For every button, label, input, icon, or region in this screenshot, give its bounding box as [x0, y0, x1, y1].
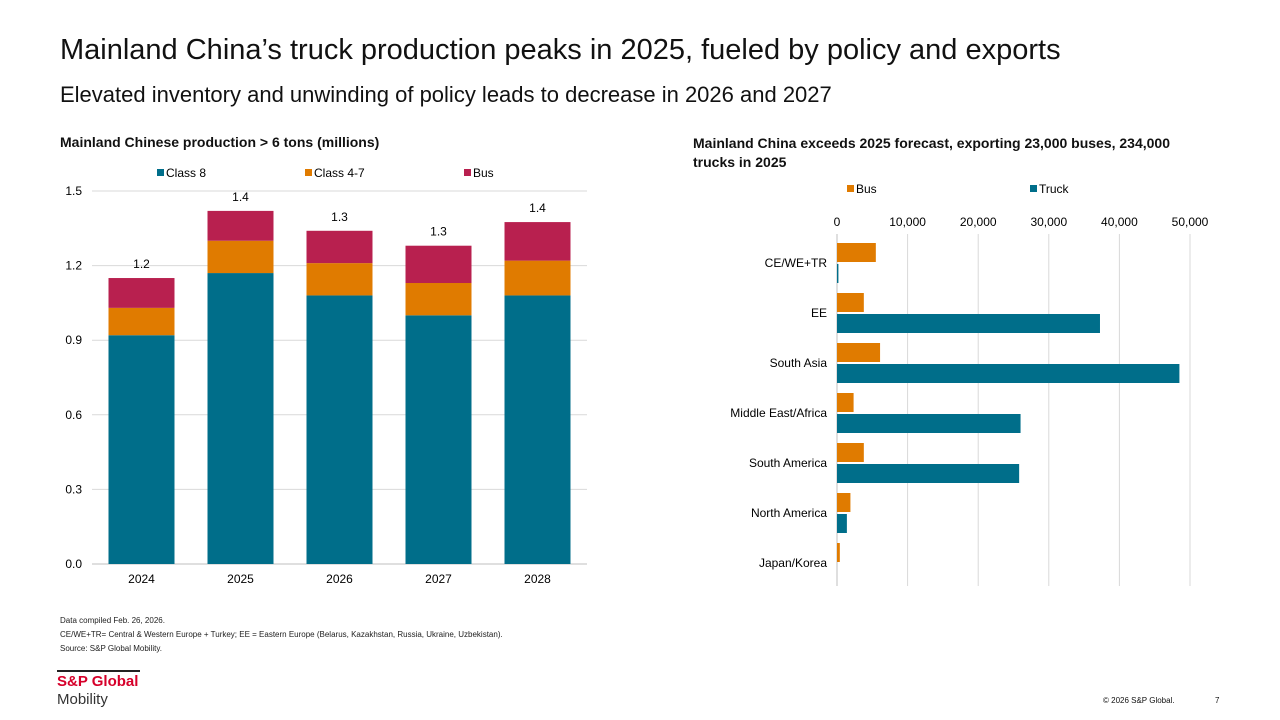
- category-label: Middle East/Africa: [730, 406, 827, 420]
- category-label: South Asia: [770, 356, 828, 370]
- bar-class-4-7: [405, 283, 472, 316]
- bar-bus: [837, 443, 864, 462]
- bar-bus: [306, 230, 373, 264]
- bar-class-4-7: [504, 260, 571, 296]
- footnote-source: Source: S&P Global Mobility.: [60, 644, 162, 653]
- bar-truck: [837, 464, 1020, 483]
- x-tick-label: 20,000: [960, 215, 997, 229]
- legend-swatch: [305, 169, 312, 176]
- x-tick-label: 50,000: [1172, 215, 1209, 229]
- x-tick-label: 40,000: [1101, 215, 1138, 229]
- bar-class-8: [405, 315, 472, 564]
- bar-class-4-7: [207, 240, 274, 274]
- bar-class-8: [207, 273, 274, 564]
- slide-title: Mainland China’s truck production peaks …: [60, 34, 1061, 66]
- bar-bus: [837, 543, 840, 562]
- bar-bus: [837, 343, 881, 362]
- bar-truck: [837, 514, 847, 533]
- category-label: CE/WE+TR: [765, 256, 828, 270]
- right-chart-title: Mainland China exceeds 2025 forecast, ex…: [693, 135, 1171, 170]
- bar-bus: [837, 393, 854, 412]
- y-tick-label: 1.2: [65, 259, 82, 273]
- bar-class-4-7: [306, 263, 373, 296]
- bar-bus: [837, 243, 876, 262]
- bar-bus: [207, 210, 274, 241]
- legend-swatch: [1030, 185, 1037, 192]
- x-tick-label: 10,000: [889, 215, 926, 229]
- x-tick-label: 2025: [227, 572, 254, 586]
- legend-swatch: [847, 185, 854, 192]
- legend-swatch: [464, 169, 471, 176]
- data-label: 1.2: [133, 257, 150, 271]
- copyright: © 2026 S&P Global.: [1103, 696, 1175, 705]
- x-tick-label: 2027: [425, 572, 452, 586]
- category-label: Japan/Korea: [759, 556, 827, 570]
- x-tick-label: 2028: [524, 572, 551, 586]
- y-tick-label: 1.5: [65, 184, 82, 198]
- left-chart-title: Mainland Chinese production > 6 tons (mi…: [60, 134, 380, 150]
- y-tick-label: 0.3: [65, 482, 82, 496]
- legend-label: Class 4-7: [314, 166, 365, 180]
- legend-label: Class 8: [166, 166, 206, 180]
- logo-sp-global: S&P Global: [57, 673, 139, 690]
- legend-label: Bus: [856, 182, 877, 196]
- bar-truck: [837, 364, 1180, 383]
- bar-class-8: [108, 335, 175, 564]
- footnote-date: Data compiled Feb. 26, 2026.: [60, 616, 165, 625]
- y-tick-label: 0.9: [65, 333, 82, 347]
- bar-bus: [108, 278, 175, 308]
- bar-class-8: [504, 295, 571, 564]
- exports-horizontal-bar-chart: 0 10,000 20,000 30,000 40,000 50,000 CE/WE+TR E…: [730, 182, 1209, 586]
- bar-bus: [405, 245, 472, 284]
- y-tick-label: 0.0: [65, 557, 82, 571]
- bar-class-8: [306, 295, 373, 564]
- bar-class-4-7: [108, 307, 175, 336]
- bar-bus: [837, 493, 851, 512]
- category-label: EE: [811, 306, 827, 320]
- x-tick-label: 2024: [128, 572, 155, 586]
- production-stacked-bar-chart: 0.0 0.3 0.6 0.9 1.2 1.5 1.2 2024 1.4 2025 1.3 2026 1…: [65, 166, 587, 586]
- data-label: 1.3: [331, 210, 348, 224]
- category-label: North America: [751, 506, 827, 520]
- legend-label: Truck: [1039, 182, 1070, 196]
- logo-mobility: Mobility: [57, 691, 108, 708]
- data-label: 1.4: [529, 201, 546, 215]
- page-number: 7: [1215, 696, 1220, 705]
- data-label: 1.4: [232, 190, 249, 204]
- bar-truck: [837, 264, 839, 283]
- slide-subtitle: Elevated inventory and unwinding of poli…: [60, 82, 832, 107]
- bar-bus: [837, 293, 864, 312]
- category-label: South America: [749, 456, 827, 470]
- bar-truck: [837, 314, 1100, 333]
- x-tick-label: 2026: [326, 572, 353, 586]
- data-label: 1.3: [430, 225, 447, 239]
- legend-swatch: [157, 169, 164, 176]
- legend-label: Bus: [473, 166, 494, 180]
- x-tick-label: 30,000: [1030, 215, 1067, 229]
- y-tick-label: 0.6: [65, 408, 82, 422]
- footnote-definitions: CE/WE+TR= Central & Western Europe + Tur…: [60, 630, 503, 639]
- x-tick-label: 0: [834, 215, 841, 229]
- bar-truck: [837, 414, 1021, 433]
- logo-rule: [57, 670, 140, 672]
- bar-bus: [504, 222, 571, 261]
